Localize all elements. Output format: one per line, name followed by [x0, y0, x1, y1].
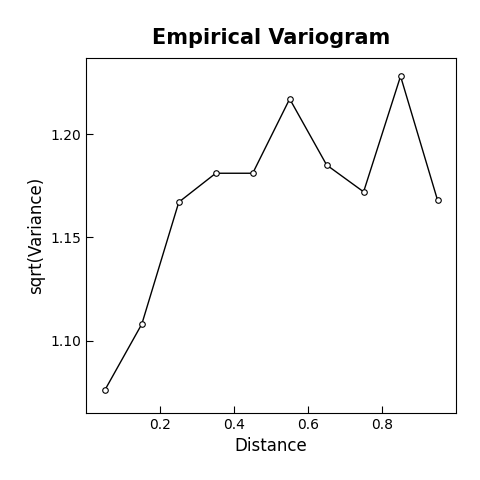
Y-axis label: sqrt(Variance): sqrt(Variance): [27, 177, 45, 294]
X-axis label: Distance: Distance: [235, 437, 308, 455]
Title: Empirical Variogram: Empirical Variogram: [152, 28, 390, 48]
